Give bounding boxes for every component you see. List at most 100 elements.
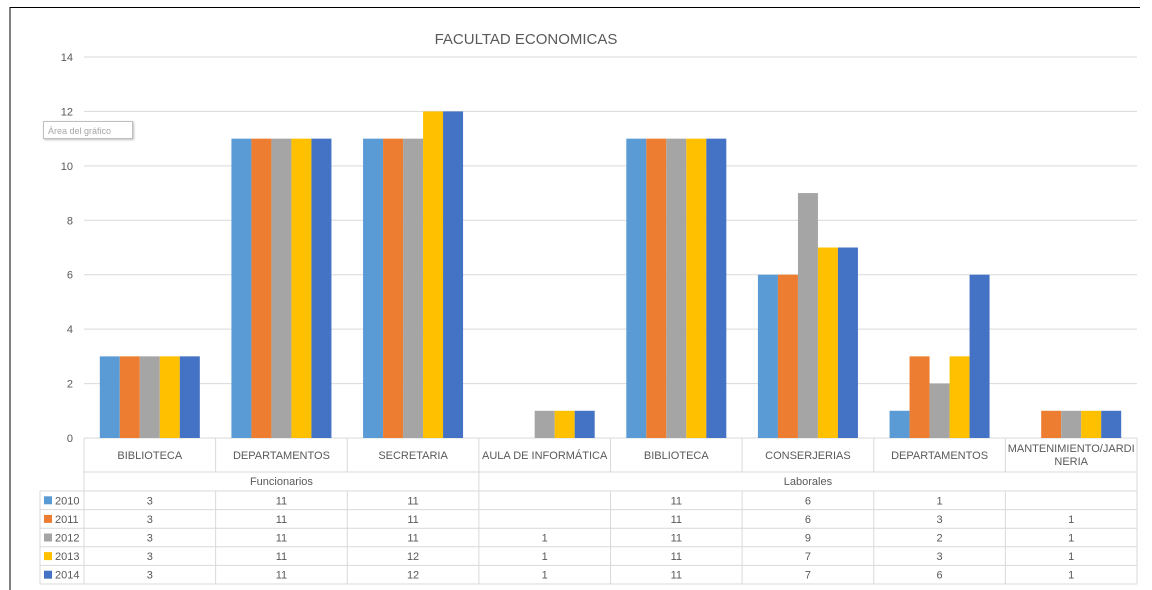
table-cell-value: 1 [937, 495, 943, 507]
category-label: AULA DE INFORMÁTICA [482, 449, 608, 462]
bar-2013-3 [423, 111, 444, 438]
data-table: BIBLIOTECA DEPARTAMENTOS SECRETARIA AULA DE… [39, 438, 1138, 585]
legend-key-2012 [44, 533, 52, 542]
bar-2011-1 [119, 356, 140, 438]
table-cell-value: 12 [407, 551, 419, 563]
group-label: Funcionarios [250, 476, 313, 488]
legend-key-2014 [44, 570, 52, 579]
category-label: NERIA [1054, 456, 1088, 468]
bar-2010-7 [889, 410, 910, 438]
table-cell-value: 9 [805, 533, 811, 545]
table-cell-value: 11 [671, 495, 682, 507]
group-label: Laborales [784, 476, 833, 488]
y-tick-label: 4 [67, 324, 73, 336]
bar-2012-3 [403, 138, 424, 438]
table-cell-value: 11 [276, 533, 287, 545]
y-tick-label: 14 [61, 52, 73, 64]
legend-key-2013 [44, 552, 52, 561]
y-tick-label: 2 [67, 379, 73, 391]
y-tick-label: 12 [61, 106, 73, 118]
table-cell-value: 3 [147, 533, 153, 545]
table-cell-value: 3 [147, 495, 153, 507]
table-cell-value: 11 [276, 495, 287, 507]
table-cell-value: 3 [147, 570, 153, 582]
bar-2012-4 [534, 410, 555, 438]
table-cell-value: 1 [1068, 514, 1074, 526]
bar-2013-2 [291, 138, 312, 438]
category-label: DEPARTAMENTOS [891, 450, 988, 462]
bar-2012-6 [797, 193, 818, 438]
bar-2012-7 [929, 383, 950, 438]
bar-2014-6 [837, 247, 858, 438]
bar-2014-7 [969, 274, 990, 438]
bar-2011-2 [251, 138, 272, 438]
bar-2011-7 [909, 356, 930, 438]
bar-2011-3 [383, 138, 404, 438]
table-cell-value: 6 [805, 495, 811, 507]
table-cell-value: 1 [1068, 551, 1074, 563]
table-cell-value: 1 [542, 570, 548, 582]
category-label: MANTENIMIENTO/JARDI [1008, 443, 1135, 455]
table-cell-value: 11 [671, 570, 682, 582]
table-cell-value: 11 [407, 533, 418, 545]
table-cell-value: 6 [805, 514, 811, 526]
table-cell-value: 2 [937, 533, 943, 545]
bar-2014-3 [443, 111, 464, 438]
chart-title: FACULTAD ECONOMICAS [435, 31, 618, 48]
legend-label: 2014 [55, 570, 79, 582]
table-cell-value: 11 [276, 551, 287, 563]
table-cell-value: 3 [937, 551, 943, 563]
bar-2013-1 [159, 356, 180, 438]
bar-2012-5 [666, 138, 687, 438]
bar-2010-1 [99, 356, 120, 438]
bar-2014-5 [706, 138, 727, 438]
legend-label: 2012 [55, 533, 79, 545]
table-cell-value: 11 [671, 551, 682, 563]
category-label: CONSERJERIAS [765, 450, 851, 462]
legend-key-2010 [44, 496, 52, 505]
table-cell-value: 7 [805, 570, 811, 582]
table-cell-value: 11 [407, 495, 418, 507]
y-tick-label: 8 [67, 215, 73, 227]
y-tick-label: 10 [61, 161, 73, 173]
bar-2011-5 [646, 138, 667, 438]
category-label: BIBLIOTECA [644, 450, 709, 462]
legend-label: 2013 [55, 551, 79, 563]
bar-2014-8 [1101, 410, 1122, 438]
bar-2010-3 [363, 138, 384, 438]
table-cell-value: 1 [1068, 533, 1074, 545]
y-tick-label: 0 [67, 433, 73, 445]
bar-2013-7 [949, 356, 970, 438]
category-label: DEPARTAMENTOS [233, 450, 330, 462]
table-cell-value: 11 [276, 514, 287, 526]
bar-2013-4 [554, 410, 575, 438]
table-cell-value: 1 [542, 551, 548, 563]
bar-2012-8 [1061, 410, 1082, 438]
bar-2011-6 [777, 274, 798, 438]
bar-2013-5 [686, 138, 707, 438]
table-cell-value: 7 [805, 551, 811, 563]
bar-2010-5 [626, 138, 647, 438]
y-tick-label: 6 [67, 270, 73, 282]
legend-label: 2011 [55, 514, 79, 526]
chart-area-tooltip: Área del gráfico [43, 121, 133, 139]
table-cell-value: 6 [937, 570, 943, 582]
table-cell-value: 11 [671, 533, 682, 545]
table-cell-value: 3 [147, 551, 153, 563]
bar-2012-2 [271, 138, 292, 438]
table-cell-value: 1 [542, 533, 548, 545]
bars [99, 111, 1122, 438]
category-label: BIBLIOTECA [117, 450, 182, 462]
y-axis: 0 2 4 6 8 10 12 14 [61, 52, 73, 445]
bar-2010-2 [231, 138, 252, 438]
bar-2012-1 [139, 356, 160, 438]
table-cell-value: 3 [147, 514, 153, 526]
table-cell-value: 11 [671, 514, 682, 526]
legend-key-2011 [44, 514, 52, 523]
table-cell-value: 11 [407, 514, 418, 526]
bar-2014-2 [311, 138, 332, 438]
bar-2014-1 [179, 356, 200, 438]
legend-label: 2010 [55, 495, 79, 507]
